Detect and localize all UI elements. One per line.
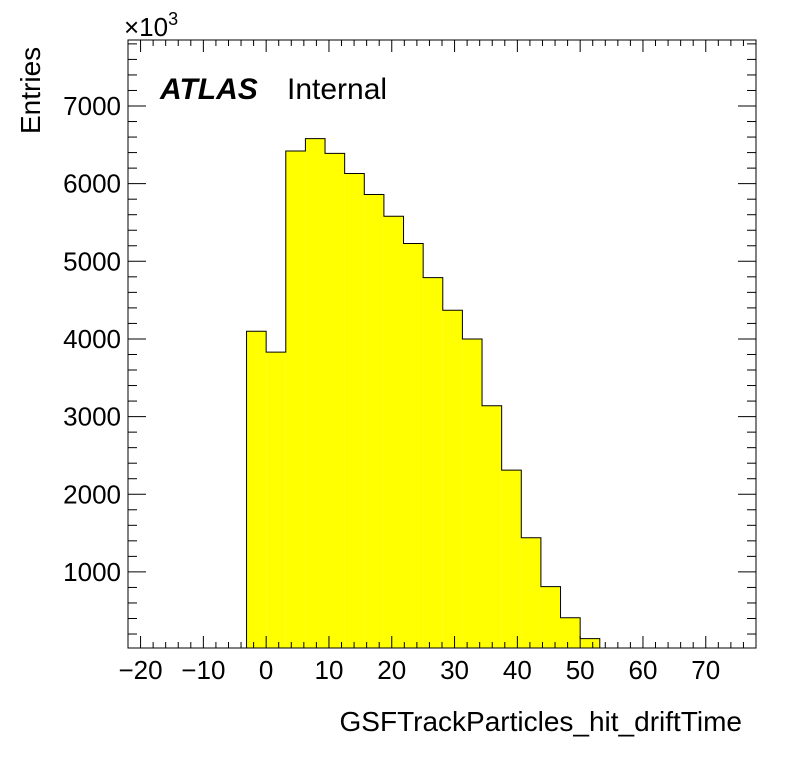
x-tick-label: 50 — [566, 655, 595, 685]
atlas-label: ATLAS — [159, 73, 258, 106]
histogram-outline — [246, 138, 601, 648]
y-axis-multiplier-base: ×10 — [124, 12, 168, 42]
x-tick-label: 30 — [440, 655, 469, 685]
histogram-bin — [383, 216, 404, 649]
histogram-bin — [344, 173, 365, 648]
x-tick-label: 10 — [314, 655, 343, 685]
y-axis-multiplier-exponent: 3 — [168, 9, 178, 29]
y-tick-label: 6000 — [63, 169, 121, 199]
histogram-bin — [560, 617, 581, 648]
y-tick-label: 5000 — [63, 246, 121, 276]
histogram-bin — [501, 470, 522, 648]
y-tick-label: 2000 — [63, 479, 121, 509]
histogram-bin — [246, 331, 267, 648]
x-tick-label: 60 — [628, 655, 657, 685]
x-axis-title: GSFTrackParticles_hit_driftTime — [340, 706, 742, 737]
x-tick-label: −10 — [181, 655, 225, 685]
histogram-bin — [482, 405, 502, 648]
y-axis-ticks: 1000 2000 3000 4000 5000 6000 7000 — [63, 43, 756, 635]
x-tick-label: 20 — [377, 655, 406, 685]
histogram-bin — [462, 338, 483, 648]
histogram-bin — [266, 352, 286, 648]
x-tick-label: 70 — [691, 655, 720, 685]
histogram-bin — [423, 277, 443, 648]
y-tick-label: 7000 — [63, 91, 121, 121]
y-axis-multiplier: ×103 — [124, 9, 178, 42]
x-tick-label: 40 — [503, 655, 532, 685]
histogram-bin — [364, 194, 384, 648]
histogram-bars — [246, 138, 601, 649]
x-tick-label: 0 — [259, 655, 273, 685]
x-axis-ticks: −20 −10 0 10 20 30 40 50 60 70 — [119, 40, 757, 685]
status-label: Internal — [287, 73, 387, 106]
histogram-bin — [521, 537, 541, 648]
histogram-bin — [325, 153, 345, 649]
x-tick-label: −20 — [119, 655, 163, 685]
y-tick-label: 3000 — [63, 402, 121, 432]
histogram-bin — [442, 310, 463, 648]
histogram-bin — [285, 151, 306, 648]
y-tick-label: 1000 — [63, 557, 121, 587]
y-tick-label: 4000 — [63, 324, 121, 354]
histogram-bin — [403, 243, 424, 648]
histogram-bin — [540, 586, 561, 648]
y-axis-title: Entries — [15, 47, 46, 134]
histogram-bin — [305, 138, 326, 648]
histogram-bin — [580, 638, 600, 648]
